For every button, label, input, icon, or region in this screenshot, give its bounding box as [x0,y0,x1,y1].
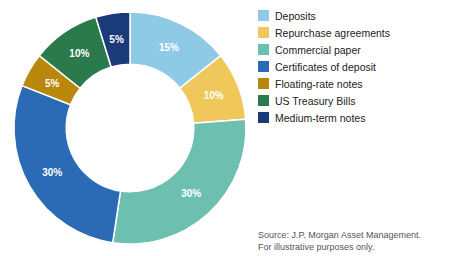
chart: 15% 10% 30% 30% 5% 10% 5% Deposits Repurchase ag… [0,0,474,256]
slice [180,56,246,124]
legend-swatch [258,10,269,21]
legend: Deposits Repurchase agreements Commercial … [258,10,390,124]
annotation: Source: J.P. Morgan Asset Management. [258,230,421,240]
legend-swatch [258,112,269,123]
legend-label: Deposits [275,10,316,22]
source-note: Source: J.P. Morgan Asset Management. For… [258,230,421,252]
data-label: 5% [109,34,124,45]
slices [14,12,246,244]
data-label: 5% [45,78,60,89]
data-labels: 15% 10% 30% 30% 5% 10% 5% [42,34,224,200]
legend-label: Certificates of deposit [275,61,376,73]
data-label: 30% [181,188,201,199]
legend-label: Commercial paper [275,44,361,56]
legend-label: Repurchase agreements [275,27,390,39]
data-label: 15% [159,42,179,53]
data-label: 30% [42,167,62,178]
legend-label: US Treasury Bills [275,95,356,107]
slice [96,12,130,67]
legend-label: Medium-term notes [275,112,365,124]
legend-swatch [258,27,269,38]
legend-label: Floating-rate notes [275,78,363,90]
legend-swatch [258,95,269,106]
data-label: 10% [204,90,224,101]
slice [113,119,246,244]
legend-swatch [258,44,269,55]
legend-swatch [258,78,269,89]
annotation: For illustrative purposes only. [258,242,374,252]
slice [14,86,120,243]
data-label: 10% [69,48,89,59]
legend-swatch [258,61,269,72]
